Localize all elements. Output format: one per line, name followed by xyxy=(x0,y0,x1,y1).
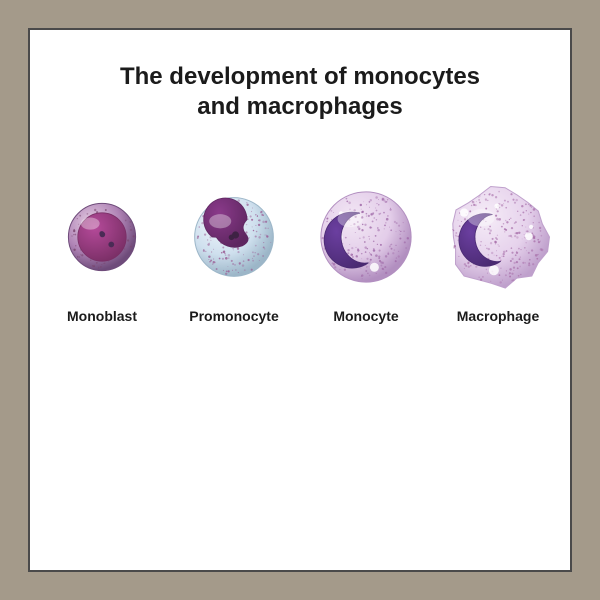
monoblast-column: Monoblast xyxy=(42,182,162,324)
monocyte-label: Monocyte xyxy=(333,308,398,324)
promonocyte-nucleolus xyxy=(232,231,239,238)
macrophage-vacuole xyxy=(529,225,533,229)
macrophage-cell xyxy=(443,182,553,292)
cell-row: Monoblast Promonocyte Monocyte M xyxy=(22,182,578,324)
macrophage-vacuole xyxy=(489,265,499,275)
title-line-2: and macrophages xyxy=(197,93,402,120)
macrophage-highlight xyxy=(468,209,495,226)
promonocyte-label: Promonocyte xyxy=(189,308,278,324)
monocyte-highlight xyxy=(338,211,363,227)
promonocyte-column: Promonocyte xyxy=(174,182,294,324)
monoblast-nucleolus xyxy=(99,231,104,236)
monoblast-cell xyxy=(47,182,157,292)
macrophage-column: Macrophage xyxy=(438,182,558,324)
macrophage-vacuole xyxy=(460,208,468,216)
macrophage-label: Macrophage xyxy=(457,308,539,324)
macrophage-vacuole xyxy=(494,204,499,209)
inner-frame: The development of monocytes and macroph… xyxy=(28,28,572,572)
monoblast-highlight xyxy=(81,218,100,230)
monoblast-nucleolus xyxy=(108,242,114,248)
promonocyte-cell xyxy=(179,182,289,292)
monocyte-cell xyxy=(311,182,421,292)
promonocyte-highlight xyxy=(209,214,231,228)
macrophage-vacuole xyxy=(525,232,533,240)
monocyte-column: Monocyte xyxy=(306,182,426,324)
diagram-title: The development of monocytes and macroph… xyxy=(120,62,480,122)
outer-frame: The development of monocytes and macroph… xyxy=(0,0,600,600)
monocyte-vacuole xyxy=(370,263,379,272)
monoblast-label: Monoblast xyxy=(67,308,137,324)
title-line-1: The development of monocytes xyxy=(120,63,480,90)
